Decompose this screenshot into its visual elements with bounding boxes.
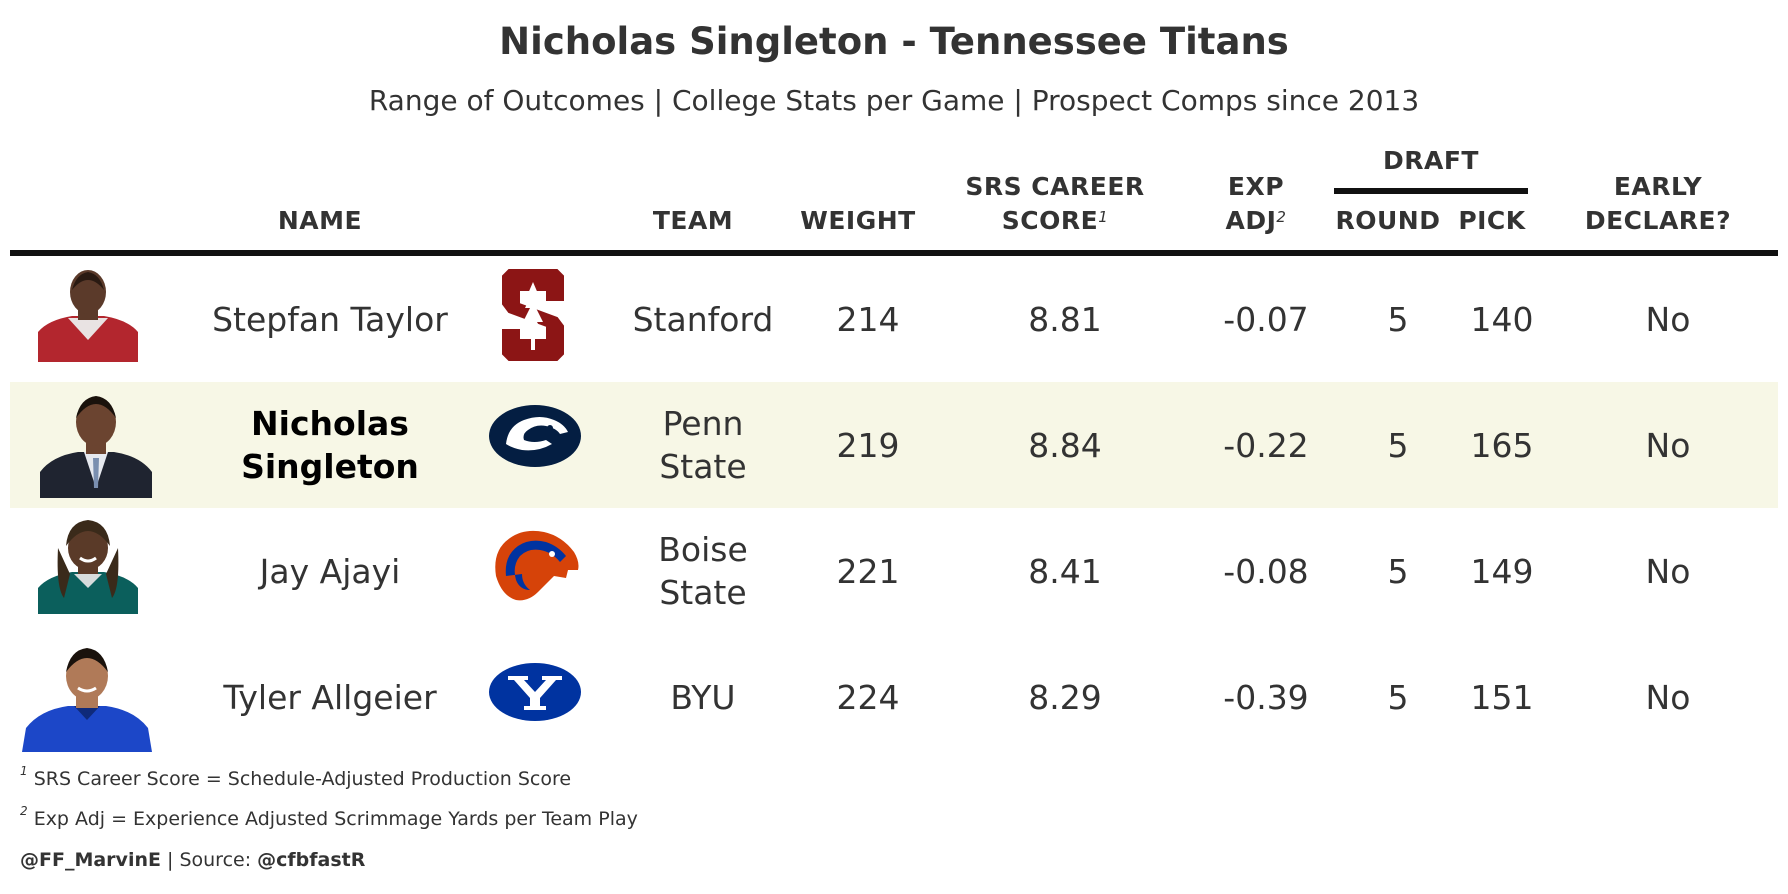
header-srs-line2-text: SCORE [1001, 206, 1099, 235]
weight-value: 219 [836, 425, 900, 465]
footnote-text: Exp Adj = Experience Adjusted Scrimmage … [33, 808, 638, 830]
table-subtitle: Range of Outcomes | College Stats per Ga… [368, 84, 1420, 117]
srs-value: 8.29 [1028, 677, 1102, 717]
boise-state-logo-icon [488, 526, 582, 604]
team-name: Penn State [659, 404, 747, 486]
footnote-mark: 1 [20, 764, 28, 778]
player-name: Jay Ajayi [259, 551, 401, 591]
penn-state-logo-shape [489, 405, 581, 467]
player-headshot [38, 518, 138, 614]
header-name: NAME [220, 204, 420, 238]
header-team-label: TEAM [652, 206, 734, 235]
source-credit: @FF_MarvinE | Source: @cfbfastR [20, 849, 365, 871]
byu-logo-icon [488, 662, 582, 722]
credit-separator: | Source: [160, 849, 258, 871]
srs-value: 8.81 [1028, 299, 1102, 339]
round-value: 5 [1387, 551, 1409, 591]
footnote-mark: 2 [20, 804, 28, 818]
table-row: Stepfan Taylor Stanford 214 8.81 -0.07 5… [10, 256, 1778, 382]
footnote-exp-adj: 2 Exp Adj = Experience Adjusted Scrimmag… [20, 804, 638, 830]
header-exp-footnote-mark: 2 [1276, 208, 1287, 226]
header-draft: DRAFT [1383, 146, 1479, 175]
footnote-text: SRS Career Score = Schedule-Adjusted Pro… [33, 768, 572, 790]
player-name: Nicholas Singleton [241, 404, 419, 486]
team-name: BYU [670, 677, 736, 717]
header-exp-line2: ADJ2 [1196, 204, 1316, 238]
srs-value: 8.84 [1028, 425, 1102, 465]
early-declare-value: No [1645, 425, 1691, 465]
exp-adj-value: -0.07 [1223, 299, 1309, 339]
player-headshot [38, 268, 138, 362]
header-exp-adj: EXP ADJ2 [1196, 170, 1316, 238]
author-handle: @FF_MarvinE [20, 849, 161, 871]
header-pick: PICK [1458, 206, 1526, 235]
penn-state-logo-icon [488, 404, 582, 468]
header-name-label: NAME [277, 206, 363, 235]
header-exp-line2-text: ADJ [1225, 206, 1277, 235]
byu-logo-shape [489, 663, 581, 721]
player-headshot [40, 392, 152, 498]
stanford-logo-shape [502, 269, 564, 361]
pick-value: 151 [1470, 677, 1534, 717]
pick-value: 165 [1470, 425, 1534, 465]
header-early-declare: EARLY DECLARE? [1560, 170, 1756, 238]
header-round: ROUND [1335, 206, 1441, 235]
player-headshot-icon [38, 520, 138, 614]
player-headshot [22, 646, 152, 752]
early-declare-value: No [1645, 299, 1691, 339]
exp-adj-value: -0.08 [1223, 551, 1309, 591]
header-early-line2: DECLARE? [1584, 206, 1732, 235]
pick-value: 149 [1470, 551, 1534, 591]
pick-value: 140 [1470, 299, 1534, 339]
player-name: Stepfan Taylor [212, 299, 448, 339]
header-exp-line1: EXP [1227, 172, 1285, 201]
player-headshot-icon [40, 396, 152, 498]
stanford-logo-icon [501, 268, 565, 362]
draft-group-rule [1334, 188, 1528, 194]
early-declare-value: No [1645, 551, 1691, 591]
srs-value: 8.41 [1028, 551, 1102, 591]
header-srs-line2: SCORE1 [950, 204, 1160, 238]
round-value: 5 [1387, 677, 1409, 717]
header-early-line1: EARLY [1613, 172, 1703, 201]
table-title: Nicholas Singleton - Tennessee Titans [499, 20, 1289, 63]
weight-value: 224 [836, 677, 900, 717]
table-row: Jay Ajayi Boise State 221 8.41 -0.08 5 1… [10, 508, 1778, 634]
header-weight-label: WEIGHT [800, 206, 916, 235]
header-weight: WEIGHT [788, 204, 928, 238]
early-declare-value: No [1645, 677, 1691, 717]
exp-adj-value: -0.22 [1223, 425, 1309, 465]
header-srs-line1: SRS CAREER [965, 172, 1145, 201]
header-srs-career-score: SRS CAREER SCORE1 [950, 170, 1160, 238]
weight-value: 214 [836, 299, 900, 339]
exp-adj-value: -0.39 [1223, 677, 1309, 717]
team-name: Boise State [658, 530, 748, 612]
player-name: Tyler Allgeier [223, 677, 437, 717]
player-headshot-icon [22, 648, 152, 752]
table-row-highlighted: Nicholas Singleton Penn State 219 8.84 -… [10, 382, 1778, 508]
header-srs-footnote-mark: 1 [1098, 208, 1109, 226]
source-handle: @cfbfastR [257, 849, 366, 871]
player-headshot-icon [38, 270, 138, 362]
boise-state-logo-shape [495, 530, 579, 601]
footnote-srs: 1 SRS Career Score = Schedule-Adjusted P… [20, 764, 572, 790]
round-value: 5 [1387, 299, 1409, 339]
header-rule [10, 250, 1778, 256]
header-team: TEAM [620, 204, 766, 238]
weight-value: 221 [836, 551, 900, 591]
table-row: Tyler Allgeier BYU 224 8.29 -0.39 5 151 … [10, 634, 1778, 760]
team-name: Stanford [632, 299, 774, 339]
round-value: 5 [1387, 425, 1409, 465]
